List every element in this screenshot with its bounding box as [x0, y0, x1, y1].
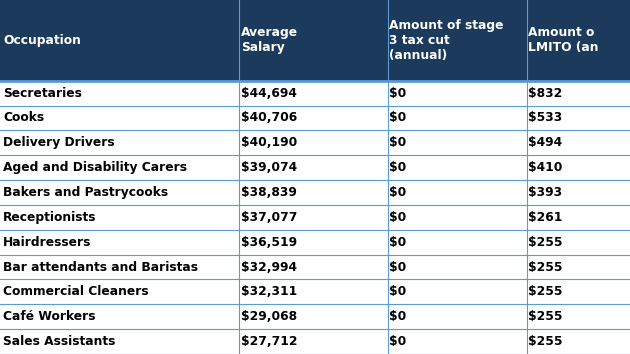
Text: $494: $494: [528, 136, 562, 149]
Text: $0: $0: [389, 236, 406, 249]
Text: $0: $0: [389, 285, 406, 298]
Text: $0: $0: [389, 211, 406, 224]
Text: $410: $410: [528, 161, 563, 174]
Text: Hairdressers: Hairdressers: [3, 236, 91, 249]
Text: $255: $255: [528, 335, 563, 348]
Text: $0: $0: [389, 335, 406, 348]
Text: Café Workers: Café Workers: [3, 310, 96, 323]
Text: $39,074: $39,074: [241, 161, 297, 174]
Text: $255: $255: [528, 285, 563, 298]
Text: Aged and Disability Carers: Aged and Disability Carers: [3, 161, 187, 174]
Text: $533: $533: [528, 112, 562, 125]
Text: Amount of stage
3 tax cut
(annual): Amount of stage 3 tax cut (annual): [389, 19, 504, 62]
Text: $37,077: $37,077: [241, 211, 297, 224]
Text: $32,311: $32,311: [241, 285, 297, 298]
Text: Cooks: Cooks: [3, 112, 44, 125]
Text: Receptionists: Receptionists: [3, 211, 96, 224]
Text: Delivery Drivers: Delivery Drivers: [3, 136, 115, 149]
Text: $0: $0: [389, 261, 406, 274]
Text: Secretaries: Secretaries: [3, 87, 82, 99]
Text: Bakers and Pastrycooks: Bakers and Pastrycooks: [3, 186, 168, 199]
Text: $0: $0: [389, 136, 406, 149]
Text: $0: $0: [389, 310, 406, 323]
Text: $261: $261: [528, 211, 563, 224]
Text: Occupation: Occupation: [3, 34, 81, 47]
Text: $38,839: $38,839: [241, 186, 297, 199]
Text: $36,519: $36,519: [241, 236, 297, 249]
Text: $32,994: $32,994: [241, 261, 297, 274]
Text: $255: $255: [528, 310, 563, 323]
Text: $0: $0: [389, 112, 406, 125]
Text: $255: $255: [528, 261, 563, 274]
Text: Sales Assistants: Sales Assistants: [3, 335, 115, 348]
Text: $255: $255: [528, 236, 563, 249]
Text: $393: $393: [528, 186, 562, 199]
Text: Average
Salary: Average Salary: [241, 26, 298, 55]
Text: Commercial Cleaners: Commercial Cleaners: [3, 285, 149, 298]
Text: $27,712: $27,712: [241, 335, 297, 348]
Text: $44,694: $44,694: [241, 87, 297, 99]
Text: $0: $0: [389, 161, 406, 174]
Text: Amount o
LMITO (an: Amount o LMITO (an: [528, 26, 598, 55]
Text: $40,190: $40,190: [241, 136, 297, 149]
Text: $0: $0: [389, 87, 406, 99]
Text: $29,068: $29,068: [241, 310, 297, 323]
Bar: [0, 0, 630, 81]
Text: $40,706: $40,706: [241, 112, 297, 125]
Text: $0: $0: [389, 186, 406, 199]
Text: $832: $832: [528, 87, 562, 99]
Text: Bar attendants and Baristas: Bar attendants and Baristas: [3, 261, 198, 274]
